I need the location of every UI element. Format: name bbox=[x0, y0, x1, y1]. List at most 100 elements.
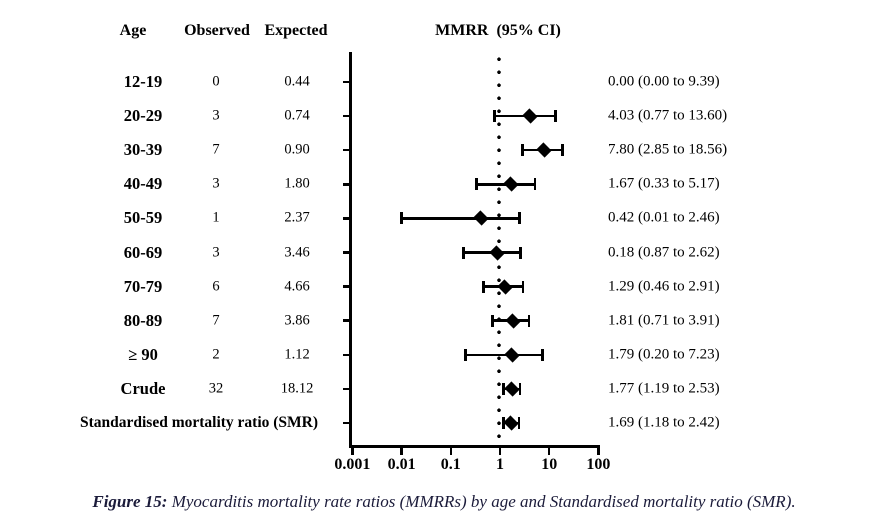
ci-cap-left bbox=[493, 110, 496, 123]
ci-text-label: 0.18 (0.87 to 2.62) bbox=[608, 244, 720, 260]
column-header-age: Age bbox=[119, 22, 147, 39]
ci-text-label: 1.81 (0.71 to 3.91) bbox=[608, 312, 720, 329]
x-axis-tick-label: 1 bbox=[496, 456, 504, 473]
y-axis-row-tick bbox=[343, 114, 351, 118]
ci-cap-right bbox=[517, 417, 521, 429]
x-axis-tick bbox=[597, 448, 600, 455]
age-label: 80-89 bbox=[123, 310, 163, 330]
expected-value: 0.74 bbox=[284, 107, 310, 124]
ci-text-label: 7.80 (2.85 to 18.56) bbox=[608, 141, 728, 158]
ci-text-label: 1.77 (1.19 to 2.53) bbox=[608, 380, 720, 397]
observed-value: 2 bbox=[212, 346, 220, 363]
ci-cap-right bbox=[517, 212, 521, 225]
ci-cap-right bbox=[533, 178, 537, 191]
y-axis-row-tick bbox=[343, 353, 351, 357]
estimate-diamond-marker bbox=[504, 347, 521, 363]
ci-cap-left bbox=[475, 178, 478, 191]
y-axis-row-tick bbox=[343, 148, 351, 152]
ci-text-label: 1.29 (0.46 to 2.91) bbox=[608, 278, 720, 295]
estimate-diamond-marker bbox=[489, 244, 505, 261]
ci-text-label: 0.00 (0.00 to 9.39) bbox=[608, 73, 720, 90]
estimate-diamond-marker bbox=[503, 176, 519, 192]
ci-text-label: 1.69 (1.18 to 2.42) bbox=[608, 414, 720, 431]
y-axis-row-tick bbox=[343, 251, 351, 254]
ci-cap-right bbox=[540, 348, 544, 361]
expected-value: 18.12 bbox=[280, 380, 314, 397]
ci-text-label: 4.03 (0.77 to 13.60) bbox=[608, 107, 728, 124]
ci-cap-right bbox=[518, 382, 522, 395]
age-label: 30-39 bbox=[123, 140, 163, 160]
observed-value: 3 bbox=[212, 107, 220, 124]
age-label: 60-69 bbox=[123, 242, 163, 262]
x-axis-tick bbox=[400, 448, 403, 455]
y-axis-row-tick bbox=[343, 421, 351, 425]
column-header-observed: Observed bbox=[184, 22, 250, 39]
observed-value: 0 bbox=[212, 73, 220, 90]
ci-text-label: 1.67 (0.33 to 5.17) bbox=[608, 175, 720, 192]
estimate-diamond-marker bbox=[522, 108, 538, 124]
ci-cap-right bbox=[561, 144, 564, 157]
ci-cap-left bbox=[491, 314, 494, 327]
ci-cap-left bbox=[462, 246, 465, 259]
age-label: 40-49 bbox=[123, 174, 163, 194]
ci-cap-right bbox=[554, 110, 558, 123]
observed-value: 6 bbox=[212, 278, 220, 295]
age-label: 12-19 bbox=[123, 72, 163, 91]
observed-value: 3 bbox=[212, 244, 220, 260]
age-label: 70-79 bbox=[123, 276, 163, 296]
ci-cap-left bbox=[521, 144, 524, 157]
age-label: 20-29 bbox=[123, 106, 163, 126]
x-axis-tick bbox=[498, 448, 502, 455]
y-axis-row-tick bbox=[343, 387, 351, 391]
x-axis-tick-label: 0.01 bbox=[387, 456, 416, 473]
x-axis-tick-label: 0.1 bbox=[440, 456, 461, 473]
figure-caption-label: Figure 15: bbox=[92, 492, 168, 511]
estimate-diamond-marker bbox=[536, 142, 552, 158]
observed-value: 3 bbox=[212, 175, 220, 192]
age-label: Standardised mortality ratio (SMR) bbox=[79, 414, 319, 431]
x-axis-tick bbox=[547, 448, 551, 455]
ci-text-label: 1.79 (0.20 to 7.23) bbox=[608, 346, 720, 363]
observed-value: 7 bbox=[212, 141, 220, 158]
estimate-diamond-marker bbox=[505, 313, 521, 329]
x-axis-tick bbox=[449, 448, 453, 455]
age-label: ≥ 90 bbox=[128, 344, 158, 364]
ci-cap-right bbox=[519, 246, 522, 259]
expected-value: 0.90 bbox=[284, 141, 310, 158]
expected-value: 1.12 bbox=[284, 346, 310, 363]
expected-value: 3.46 bbox=[284, 244, 310, 260]
expected-value: 4.66 bbox=[284, 278, 310, 295]
ci-whisker-line bbox=[401, 217, 520, 220]
ci-cap-left bbox=[464, 348, 467, 361]
y-axis-row-tick bbox=[343, 183, 351, 186]
ci-cap-left bbox=[502, 382, 505, 395]
age-label: Crude bbox=[120, 378, 166, 398]
x-axis-tick-label: 0.001 bbox=[334, 456, 371, 473]
ci-cap-right bbox=[521, 280, 525, 293]
estimate-diamond-marker bbox=[504, 381, 520, 397]
ci-cap-left bbox=[482, 280, 485, 293]
age-label: 50-59 bbox=[123, 208, 163, 228]
observed-value: 7 bbox=[212, 312, 220, 329]
ci-text-label: 0.42 (0.01 to 2.46) bbox=[608, 209, 720, 226]
observed-value: 1 bbox=[212, 209, 220, 226]
y-axis-line bbox=[349, 52, 352, 448]
ci-cap-left bbox=[400, 212, 403, 225]
column-header-expected: Expected bbox=[264, 22, 328, 39]
ci-cap-right bbox=[527, 314, 531, 327]
x-axis-tick-label: 100 bbox=[586, 456, 611, 473]
expected-value: 3.86 bbox=[284, 312, 310, 329]
estimate-diamond-marker bbox=[503, 415, 519, 431]
ci-whisker-line bbox=[465, 353, 543, 357]
x-axis-line bbox=[349, 445, 600, 448]
expected-value: 2.37 bbox=[284, 209, 310, 226]
plot-title: MMRR (95% CI) bbox=[435, 22, 561, 39]
estimate-diamond-marker bbox=[473, 210, 490, 226]
y-axis-row-tick bbox=[343, 285, 351, 288]
figure-caption-text: Myocarditis mortality rate ratios (MMRRs… bbox=[167, 492, 796, 511]
y-axis-row-tick bbox=[343, 319, 351, 322]
x-axis-tick-label: 10 bbox=[541, 456, 558, 473]
y-axis-row-tick bbox=[343, 80, 351, 84]
expected-value: 1.80 bbox=[284, 175, 310, 192]
